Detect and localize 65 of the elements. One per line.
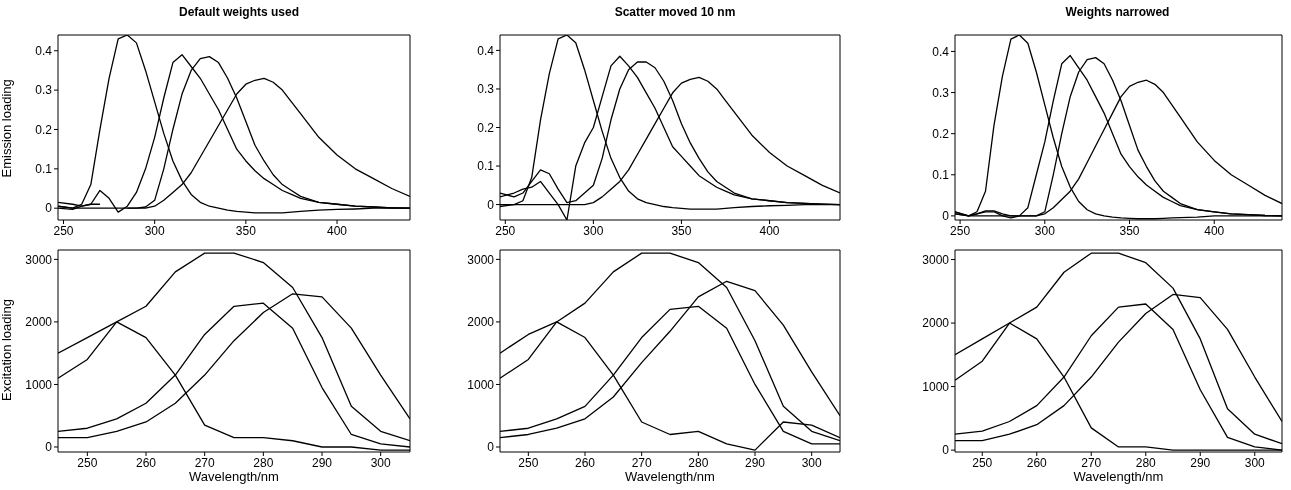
x-tick-label: 250	[77, 455, 98, 470]
x-tick-label: 300	[1034, 223, 1056, 238]
y-tick-label: 0	[45, 201, 53, 216]
y-tick-label: 0	[942, 209, 950, 224]
x-tick-label: 260	[135, 455, 157, 470]
y-tick-label: 0	[487, 197, 495, 212]
x-tick-label: 300	[1244, 455, 1266, 470]
y-tick-label: 0.4	[477, 43, 495, 58]
y-tick-label: 0.3	[932, 85, 950, 100]
x-tick-label: 290	[1190, 455, 1211, 470]
x-tick-label: 280	[253, 455, 274, 470]
y-tick-label: 0.2	[477, 120, 495, 135]
y-tick-label: 2000	[25, 315, 53, 330]
y-tick-label: 0	[942, 443, 950, 458]
x-tick-label: 400	[759, 223, 780, 238]
chart-title: Scatter moved 10 nm	[613, 4, 737, 21]
x-tick-label: 270	[1081, 455, 1102, 470]
x-tick-label: 300	[801, 455, 822, 470]
y-axis-title: Emission loading	[0, 79, 14, 178]
x-tick-label: 350	[1119, 223, 1140, 238]
x-tick-label: 300	[583, 223, 604, 238]
y-tick-label: 0.1	[477, 159, 495, 174]
y-tick-label: 0.4	[35, 44, 53, 58]
y-tick-label: 0	[45, 440, 53, 455]
x-tick-label: 290	[311, 455, 333, 470]
y-tick-label: 2000	[467, 315, 495, 330]
x-tick-label: 260	[1026, 455, 1048, 470]
y-tick-label: 3000	[922, 252, 950, 267]
y-tick-label: 2000	[922, 316, 950, 331]
y-tick-label: 3000	[25, 252, 53, 267]
x-axis-title: Wavelength/nm	[1073, 469, 1164, 485]
y-tick-label: 0.4	[932, 44, 950, 59]
x-tick-label: 250	[495, 223, 516, 238]
x-tick-label: 300	[144, 223, 165, 238]
y-tick-label: 1000	[25, 377, 53, 392]
x-axis-title: Wavelength/nm	[189, 469, 279, 485]
y-tick-label: 3000	[467, 252, 495, 267]
y-tick-label: 0	[487, 440, 495, 455]
x-tick-label: 250	[518, 455, 539, 470]
x-tick-label: 270	[194, 455, 215, 470]
x-tick-label: 250	[950, 223, 971, 238]
chart-title: Weights narrowed	[1064, 4, 1171, 21]
y-tick-label: 1000	[467, 377, 495, 392]
y-tick-label: 0.3	[35, 83, 53, 98]
x-tick-label: 250	[53, 223, 74, 238]
x-tick-label: 280	[1135, 455, 1157, 470]
x-tick-label: 270	[631, 455, 652, 470]
x-tick-label: 280	[688, 455, 709, 470]
x-tick-label: 290	[744, 455, 766, 470]
y-tick-label: 0.2	[932, 126, 950, 141]
y-tick-label: 0.1	[35, 162, 53, 177]
x-tick-label: 400	[1204, 223, 1225, 238]
x-tick-label: 300	[370, 455, 391, 470]
x-tick-label: 250	[972, 455, 993, 470]
y-tick-label: 0.1	[932, 168, 950, 183]
chart-title: Default weights used	[178, 4, 300, 21]
x-axis-title: Wavelength/nm	[625, 469, 715, 485]
y-tick-label: 1000	[922, 379, 950, 394]
x-tick-label: 350	[671, 223, 692, 238]
x-tick-label: 260	[574, 455, 596, 470]
x-tick-label: 350	[235, 223, 257, 238]
y-tick-label: 0.3	[477, 82, 495, 97]
y-axis-title: Excitation loading	[0, 299, 14, 401]
x-tick-label: 400	[327, 223, 348, 238]
y-tick-label: 0.2	[35, 122, 53, 137]
